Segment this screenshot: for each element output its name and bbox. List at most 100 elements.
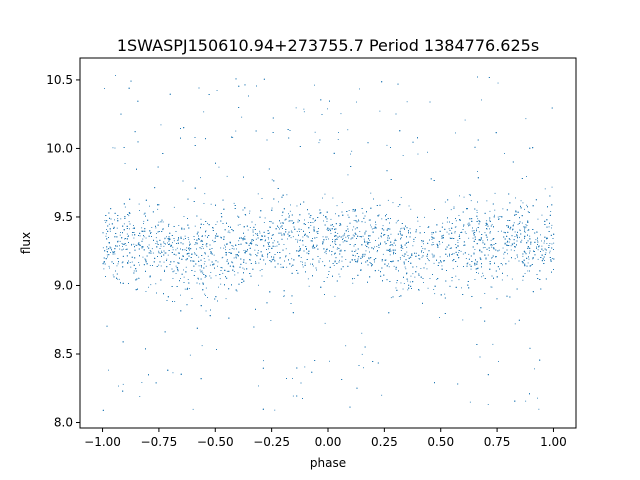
- data-point: [542, 250, 544, 252]
- data-point: [103, 261, 105, 263]
- data-point: [205, 265, 207, 267]
- data-point: [160, 243, 162, 245]
- data-point: [304, 233, 306, 235]
- data-point: [178, 237, 179, 239]
- data-point: [119, 240, 121, 242]
- data-point: [297, 221, 299, 223]
- data-point: [354, 232, 356, 234]
- data-point: [123, 223, 125, 225]
- data-point: [306, 252, 308, 254]
- data-point: [406, 273, 407, 275]
- data-point: [470, 200, 472, 202]
- data-point: [228, 226, 229, 227]
- data-point: [421, 240, 423, 241]
- data-point: [158, 252, 160, 254]
- data-point: [412, 245, 414, 247]
- data-point: [145, 291, 147, 292]
- data-point: [345, 345, 347, 347]
- data-point: [503, 231, 505, 233]
- data-point: [139, 264, 140, 266]
- data-point: [204, 276, 206, 278]
- data-point: [155, 382, 157, 384]
- data-point: [295, 238, 297, 240]
- data-point: [359, 88, 360, 90]
- data-point: [181, 229, 183, 230]
- data-point: [184, 288, 186, 290]
- data-point: [482, 242, 484, 244]
- data-point: [312, 222, 314, 223]
- data-point: [281, 215, 283, 216]
- data-point: [482, 247, 484, 249]
- data-point: [199, 247, 201, 249]
- data-point: [444, 293, 446, 295]
- data-point: [167, 238, 169, 240]
- data-point: [489, 228, 490, 230]
- data-point: [194, 244, 196, 245]
- data-point: [183, 276, 185, 278]
- data-point: [196, 215, 198, 217]
- data-point: [418, 258, 420, 260]
- data-point: [194, 137, 196, 138]
- data-point: [528, 256, 529, 258]
- data-point: [335, 223, 337, 225]
- data-point: [427, 287, 429, 289]
- data-point: [367, 264, 369, 266]
- data-point: [389, 248, 391, 250]
- data-point: [143, 213, 145, 215]
- data-point: [194, 145, 196, 146]
- data-point: [212, 239, 214, 241]
- data-point: [155, 243, 157, 244]
- data-point: [422, 278, 424, 279]
- data-point: [243, 268, 245, 270]
- data-point: [113, 226, 115, 228]
- data-point: [125, 238, 126, 239]
- data-point: [339, 244, 341, 246]
- data-point: [335, 213, 336, 215]
- data-point: [492, 343, 494, 345]
- data-point: [484, 232, 486, 234]
- data-point: [550, 260, 552, 262]
- data-point: [263, 78, 265, 80]
- data-point: [323, 220, 324, 222]
- data-point: [288, 235, 290, 237]
- data-point: [249, 227, 251, 228]
- data-point: [201, 345, 203, 347]
- data-point: [337, 247, 339, 249]
- data-point: [117, 218, 119, 220]
- data-point: [415, 229, 417, 231]
- data-point: [463, 244, 465, 246]
- data-point: [238, 107, 240, 108]
- data-point: [291, 258, 293, 260]
- data-point: [209, 248, 211, 250]
- data-point: [158, 231, 160, 232]
- data-point: [248, 95, 249, 97]
- data-point: [232, 245, 234, 247]
- data-point: [243, 176, 244, 178]
- data-point: [344, 232, 346, 234]
- data-point: [376, 246, 378, 247]
- data-point: [123, 244, 125, 245]
- data-point: [370, 192, 372, 194]
- data-point: [128, 212, 130, 214]
- data-point: [355, 249, 357, 251]
- data-point: [186, 247, 188, 249]
- data-point: [258, 284, 259, 286]
- data-point: [203, 111, 205, 113]
- data-point: [141, 382, 143, 383]
- data-point: [417, 220, 419, 222]
- data-point: [220, 247, 222, 249]
- data-point: [400, 250, 402, 251]
- data-point: [267, 253, 269, 255]
- data-point: [336, 238, 338, 240]
- data-point: [469, 224, 471, 226]
- data-point: [352, 229, 353, 231]
- data-point: [145, 215, 146, 217]
- data-point: [267, 242, 269, 244]
- data-point: [253, 226, 255, 228]
- data-point: [492, 247, 494, 249]
- data-point: [476, 268, 478, 270]
- data-point: [407, 280, 409, 282]
- data-point: [255, 238, 257, 240]
- data-point: [202, 282, 204, 284]
- data-point: [540, 288, 542, 290]
